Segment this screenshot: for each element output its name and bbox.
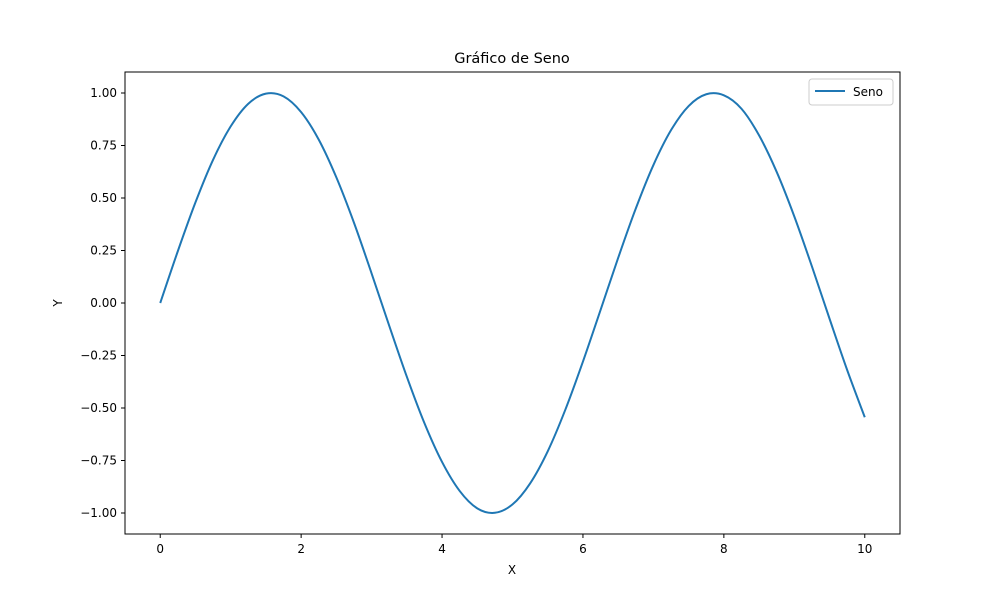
y-tick-label: −0.50 xyxy=(80,401,117,415)
legend-label: Seno xyxy=(853,85,883,99)
y-axis: 1.00 0.75 0.50 0.25 0.00 −0.25 −0.50 −0.75 −1.00 xyxy=(80,86,125,520)
x-tick-label: 10 xyxy=(857,542,872,556)
x-axis: 0 2 4 6 8 10 xyxy=(156,534,872,556)
chart-title: Gráfico de Seno xyxy=(454,51,570,67)
x-tick-label: 2 xyxy=(297,542,305,556)
x-tick-label: 4 xyxy=(438,542,446,556)
x-tick-label: 6 xyxy=(579,542,587,556)
y-tick-label: 0.25 xyxy=(90,244,117,258)
x-tick-label: 8 xyxy=(720,542,728,556)
y-tick-label: 0.75 xyxy=(90,139,117,153)
x-axis-label: X xyxy=(508,563,516,577)
y-tick-label: 0.50 xyxy=(90,191,117,205)
y-axis-label: Y xyxy=(51,299,65,308)
y-tick-label: 0.00 xyxy=(90,296,117,310)
series-line-seno xyxy=(159,92,866,514)
y-tick-label: 1.00 xyxy=(90,86,117,100)
plot-area xyxy=(159,92,866,514)
x-tick-label: 0 xyxy=(156,542,164,556)
legend-box xyxy=(808,78,894,106)
y-tick-label: −1.00 xyxy=(80,506,117,520)
y-tick-label: −0.25 xyxy=(80,349,117,363)
y-tick-label: −0.75 xyxy=(80,454,117,468)
legend: Seno xyxy=(808,78,894,106)
